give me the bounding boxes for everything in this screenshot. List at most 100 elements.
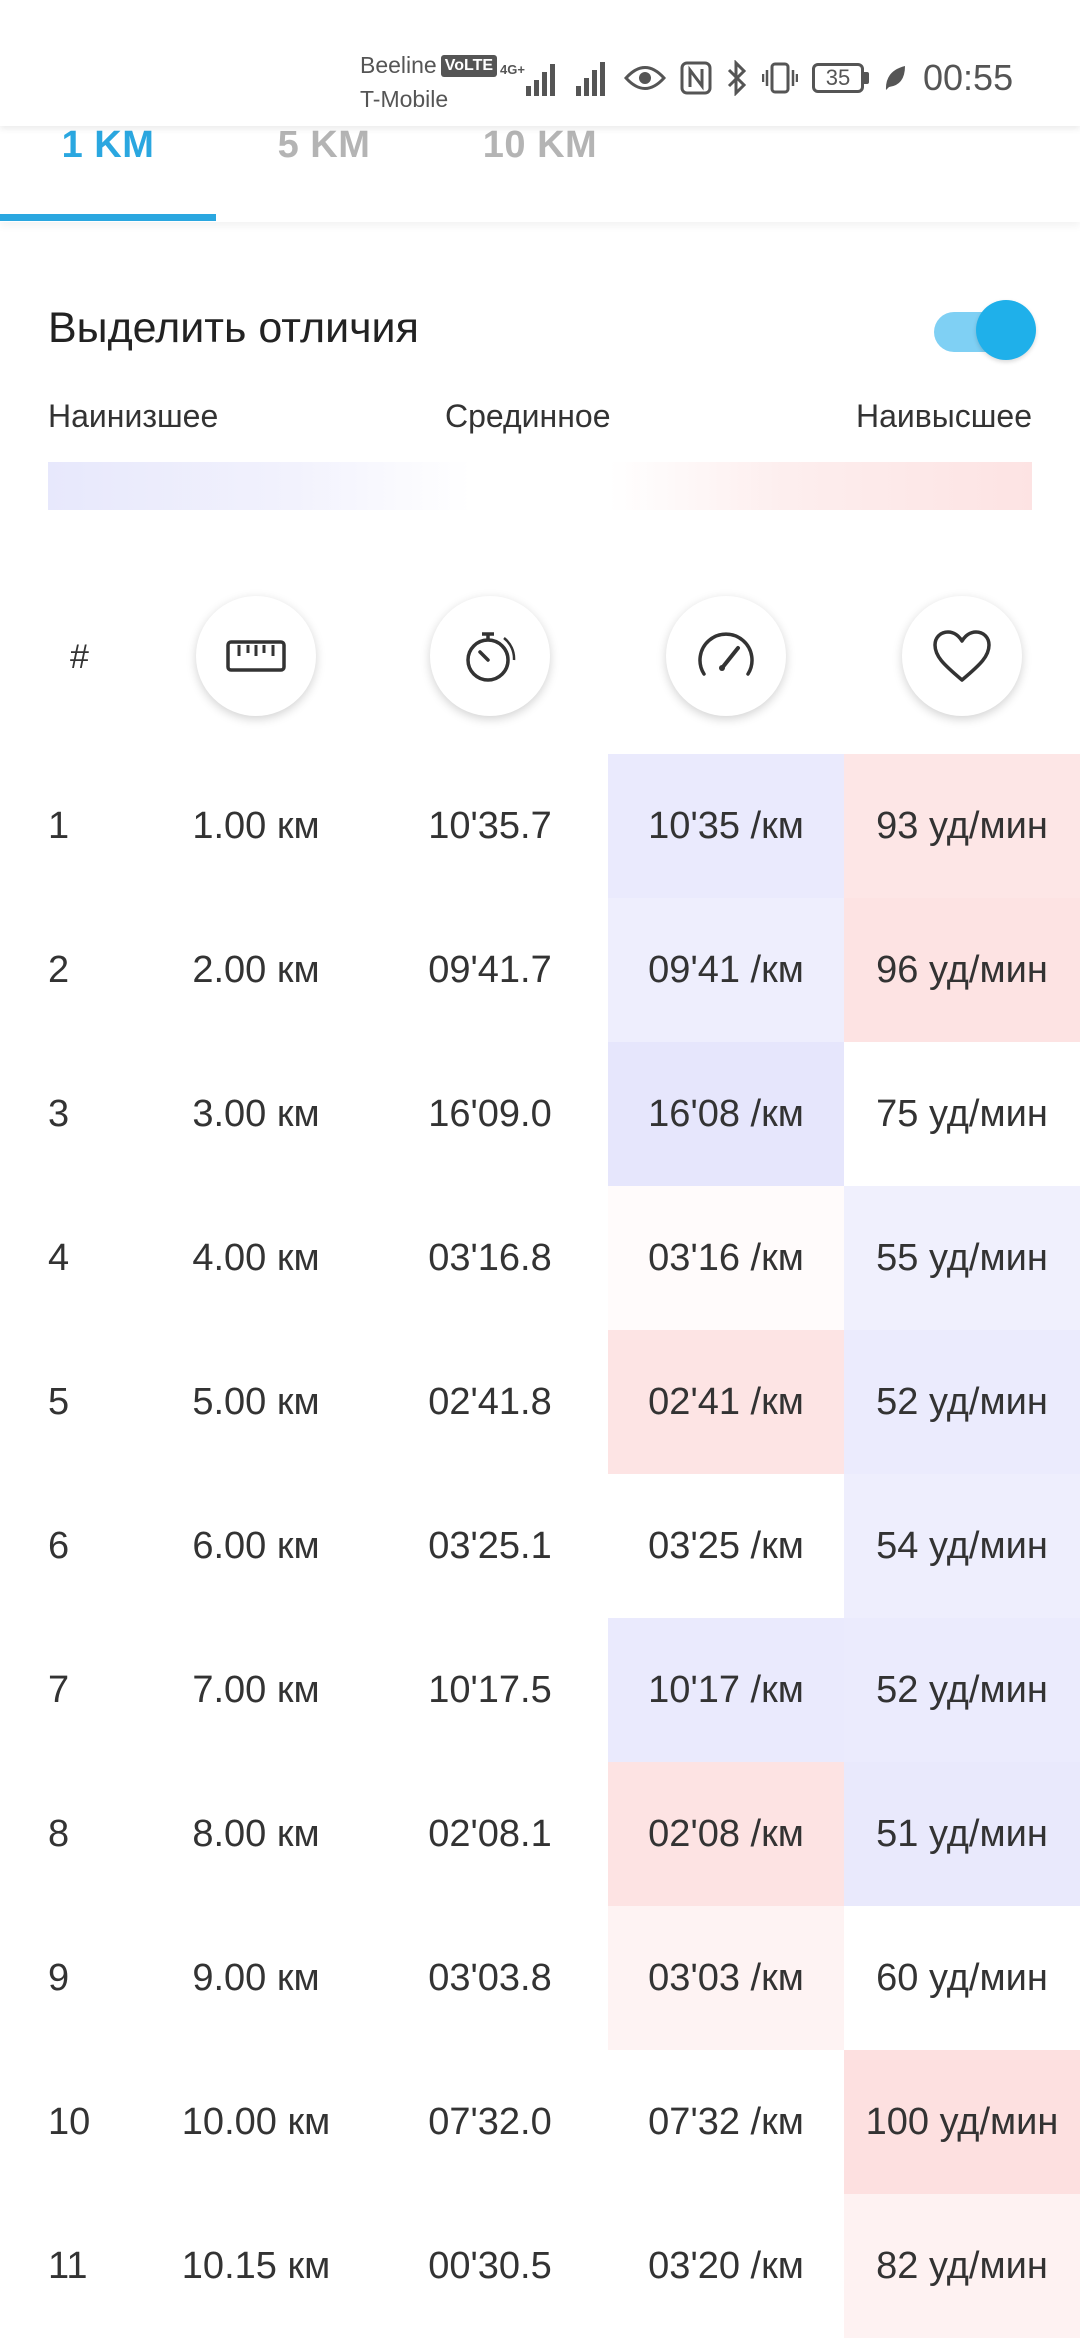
network-type-label: 4G+ xyxy=(500,62,525,77)
split-distance: 1.00 км xyxy=(192,804,320,847)
table-row: 6 6.00 км 03'25.1 03'25 /км 54 уд/мин xyxy=(0,1474,1080,1618)
split-heart-rate: 55 уд/мин xyxy=(844,1186,1080,1330)
index-column-header: # xyxy=(70,638,89,676)
vibrate-icon xyxy=(762,62,798,94)
highlight-differences-label: Выделить отличия xyxy=(48,304,419,352)
ruler-icon xyxy=(226,640,286,672)
split-time: 02'41.8 xyxy=(428,1380,552,1423)
split-time: 00'30.5 xyxy=(428,2244,552,2287)
table-row: 8 8.00 км 02'08.1 02'08 /км 51 уд/мин xyxy=(0,1762,1080,1906)
split-pace: 09'41 /км xyxy=(608,898,844,1042)
split-distance: 10.00 км xyxy=(181,2100,331,2143)
table-row: 7 7.00 км 10'17.5 10'17 /км 52 уд/мин xyxy=(0,1618,1080,1762)
split-index: 9 xyxy=(48,1956,70,1999)
split-distance: 6.00 км xyxy=(192,1524,320,1567)
pace-column-header[interactable] xyxy=(666,596,786,716)
split-index: 11 xyxy=(48,2244,88,2287)
legend-highest: Наивысшее xyxy=(855,398,1032,434)
signal-4g-icon: 4G+ xyxy=(500,62,555,96)
eye-icon xyxy=(624,66,666,90)
split-time: 07'32.0 xyxy=(428,2100,552,2143)
table-row: 4 4.00 км 03'16.8 03'16 /км 55 уд/мин xyxy=(0,1186,1080,1330)
split-index: 6 xyxy=(48,1524,70,1567)
split-heart-rate: 54 уд/мин xyxy=(844,1474,1080,1618)
split-index: 7 xyxy=(48,1668,70,1711)
signal-icon xyxy=(576,62,605,96)
split-heart-rate: 52 уд/мин xyxy=(844,1330,1080,1474)
toggle-knob xyxy=(976,300,1036,360)
table-row: 1 1.00 км 10'35.7 10'35 /км 93 уд/мин xyxy=(0,754,1080,898)
split-heart-rate: 75 уд/мин xyxy=(844,1042,1080,1186)
battery-indicator: 35 xyxy=(812,63,869,93)
table-row: 10 10.00 км 07'32.0 07'32 /км 100 уд/мин xyxy=(0,2050,1080,2194)
split-pace: 10'17 /км xyxy=(608,1618,844,1762)
split-pace: 03'20 /км xyxy=(608,2194,844,2338)
split-distance: 7.00 км xyxy=(192,1668,320,1711)
volte-badge: VoLTE xyxy=(440,55,498,77)
split-index: 2 xyxy=(48,948,70,991)
split-pace: 07'32 /км xyxy=(608,2050,844,2194)
split-distance: 3.00 км xyxy=(192,1092,320,1135)
split-index: 5 xyxy=(48,1380,70,1423)
split-heart-rate: 51 уд/мин xyxy=(844,1762,1080,1906)
splits-table: 1 1.00 км 10'35.7 10'35 /км 93 уд/мин 2 2.00 к… xyxy=(0,754,1080,2338)
carrier-info: Beeline VoLTE T-Mobile xyxy=(360,48,498,116)
split-pace: 03'03 /км xyxy=(608,1906,844,2050)
legend-median: Срединное xyxy=(445,398,611,434)
split-index: 3 xyxy=(48,1092,70,1135)
tab-5-km[interactable]: 5 KM xyxy=(277,124,371,166)
split-pace: 10'35 /км xyxy=(608,754,844,898)
bluetooth-icon xyxy=(727,60,747,96)
split-time: 02'08.1 xyxy=(428,1812,552,1855)
split-heart-rate: 93 уд/мин xyxy=(844,754,1080,898)
stopwatch-icon xyxy=(466,632,516,682)
split-time: 16'09.0 xyxy=(428,1092,552,1135)
split-time: 03'25.1 xyxy=(428,1524,552,1567)
active-tab-indicator xyxy=(0,214,216,221)
time-column-header[interactable] xyxy=(430,596,550,716)
distance-column-header[interactable] xyxy=(196,596,316,716)
split-distance: 5.00 км xyxy=(192,1380,320,1423)
split-pace: 02'08 /км xyxy=(608,1762,844,1906)
split-distance: 4.00 км xyxy=(192,1236,320,1279)
split-distance: 10.15 км xyxy=(181,2244,331,2287)
legend-lowest: Наинизшее xyxy=(48,398,219,434)
carrier-1: Beeline xyxy=(360,52,437,78)
heart-rate-column-header[interactable] xyxy=(902,596,1022,716)
split-index: 10 xyxy=(48,2100,91,2143)
table-row: 2 2.00 км 09'41.7 09'41 /км 96 уд/мин xyxy=(0,898,1080,1042)
split-pace: 02'41 /км xyxy=(608,1330,844,1474)
status-icons: 4G+ 35 00:55 xyxy=(498,56,1013,100)
split-distance: 9.00 км xyxy=(192,1956,320,1999)
clock: 00:55 xyxy=(923,57,1014,98)
legend-gradient-bar xyxy=(48,462,1032,510)
speedometer-icon xyxy=(698,632,754,676)
status-bar: Beeline VoLTE T-Mobile 4G+ 35 xyxy=(0,0,1080,126)
split-distance: 8.00 км xyxy=(192,1812,320,1855)
split-time: 10'35.7 xyxy=(428,804,552,847)
battery-level: 35 xyxy=(812,63,864,93)
split-heart-rate: 100 уд/мин xyxy=(844,2050,1080,2194)
table-row: 3 3.00 км 16'09.0 16'08 /км 75 уд/мин xyxy=(0,1042,1080,1186)
split-time: 03'03.8 xyxy=(428,1956,552,1999)
carrier-2: T-Mobile xyxy=(360,86,449,112)
split-index: 8 xyxy=(48,1812,70,1855)
table-row: 5 5.00 км 02'41.8 02'41 /км 52 уд/мин xyxy=(0,1330,1080,1474)
highlight-differences-toggle[interactable] xyxy=(932,298,1038,362)
table-row: 11 10.15 км 00'30.5 03'20 /км 82 уд/мин xyxy=(0,2194,1080,2338)
split-heart-rate: 60 уд/мин xyxy=(844,1906,1080,2050)
split-heart-rate: 82 уд/мин xyxy=(844,2194,1080,2338)
leaf-icon xyxy=(885,66,905,90)
tab-1-km[interactable]: 1 KM xyxy=(61,124,155,166)
split-heart-rate: 52 уд/мин xyxy=(844,1618,1080,1762)
split-heart-rate: 96 уд/мин xyxy=(844,898,1080,1042)
split-index: 4 xyxy=(48,1236,70,1279)
heart-icon xyxy=(933,630,991,682)
split-time: 09'41.7 xyxy=(428,948,552,991)
split-pace: 03'16 /км xyxy=(608,1186,844,1330)
split-distance: 2.00 км xyxy=(192,948,320,991)
table-row: 9 9.00 км 03'03.8 03'03 /км 60 уд/мин xyxy=(0,1906,1080,2050)
split-pace: 03'25 /км xyxy=(608,1474,844,1618)
tab-10-km[interactable]: 10 KM xyxy=(482,124,598,166)
split-pace: 16'08 /км xyxy=(608,1042,844,1186)
